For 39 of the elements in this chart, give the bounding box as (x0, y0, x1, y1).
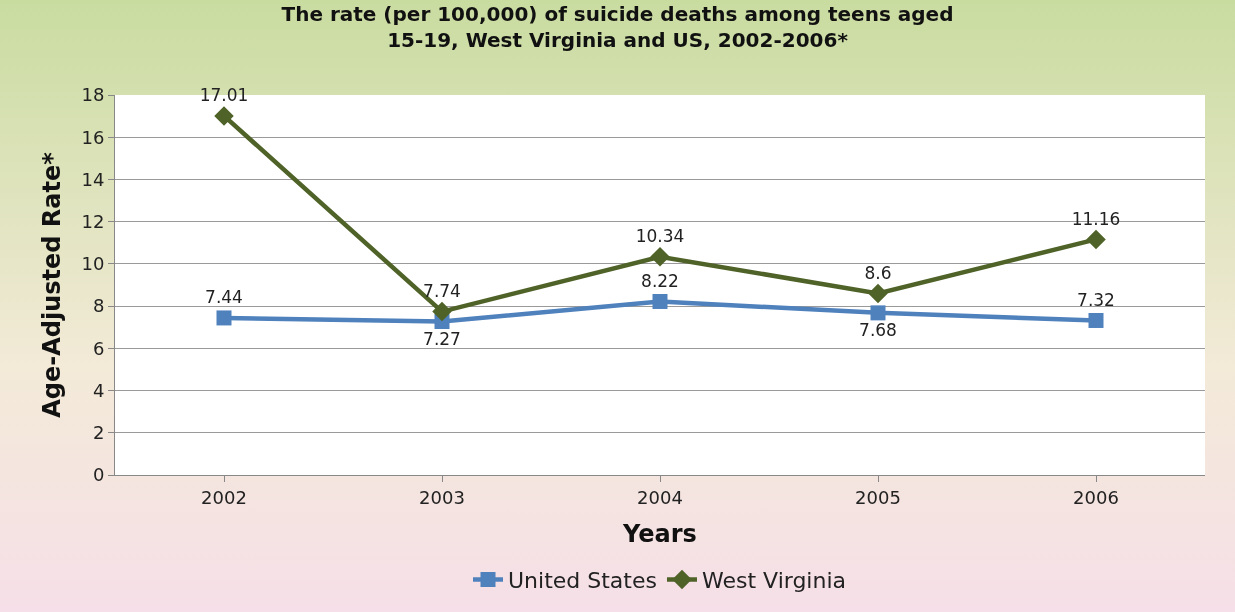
data-label: 7.44 (205, 287, 243, 308)
data-label: 7.68 (859, 319, 897, 340)
point (1088, 312, 1104, 328)
legend-label: West Virginia (701, 567, 847, 593)
point (432, 301, 452, 322)
y-tick-label: 8 (92, 295, 105, 317)
point (868, 283, 888, 304)
point (1086, 229, 1106, 250)
data-label: 8.22 (641, 270, 679, 291)
x-tick-label: 2002 (201, 486, 247, 508)
point (216, 310, 232, 326)
y-tick-label: 2 (92, 422, 105, 444)
y-axis-title: Age-Adjusted Rate* (37, 151, 66, 418)
y-tick-label: 10 (81, 253, 105, 275)
data-label: 17.01 (199, 85, 249, 106)
data-label: 7.32 (1077, 289, 1115, 310)
x-tick-label: 2004 (637, 486, 683, 508)
legend-label: United States (508, 567, 657, 593)
x-axis-title: Years (622, 519, 697, 548)
point (652, 293, 668, 309)
y-tick-label: 12 (81, 210, 105, 232)
point (870, 305, 886, 321)
x-tick-label: 2005 (855, 486, 901, 508)
y-tick-label: 0 (92, 464, 105, 486)
chart-title: The rate (per 100,000) of suicide deaths among teens aged 15-19, West Virginia and US, 2002-2006* (281, 2, 954, 53)
data-label: 7.74 (423, 280, 461, 301)
y-tick-label: 4 (92, 379, 105, 401)
point (650, 246, 670, 267)
data-label: 8.6 (864, 262, 892, 283)
y-tick-label: 14 (81, 168, 105, 190)
data-label: 10.34 (635, 226, 685, 247)
x-tick-label: 2003 (419, 486, 465, 508)
y-tick-label: 16 (81, 126, 105, 148)
data-label: 7.27 (423, 328, 461, 349)
data-label: 11.16 (1071, 208, 1121, 229)
y-tick-label: 18 (81, 84, 105, 106)
y-tick-label: 6 (92, 337, 105, 359)
point (214, 106, 234, 126)
x-tick-label: 2006 (1073, 486, 1119, 508)
